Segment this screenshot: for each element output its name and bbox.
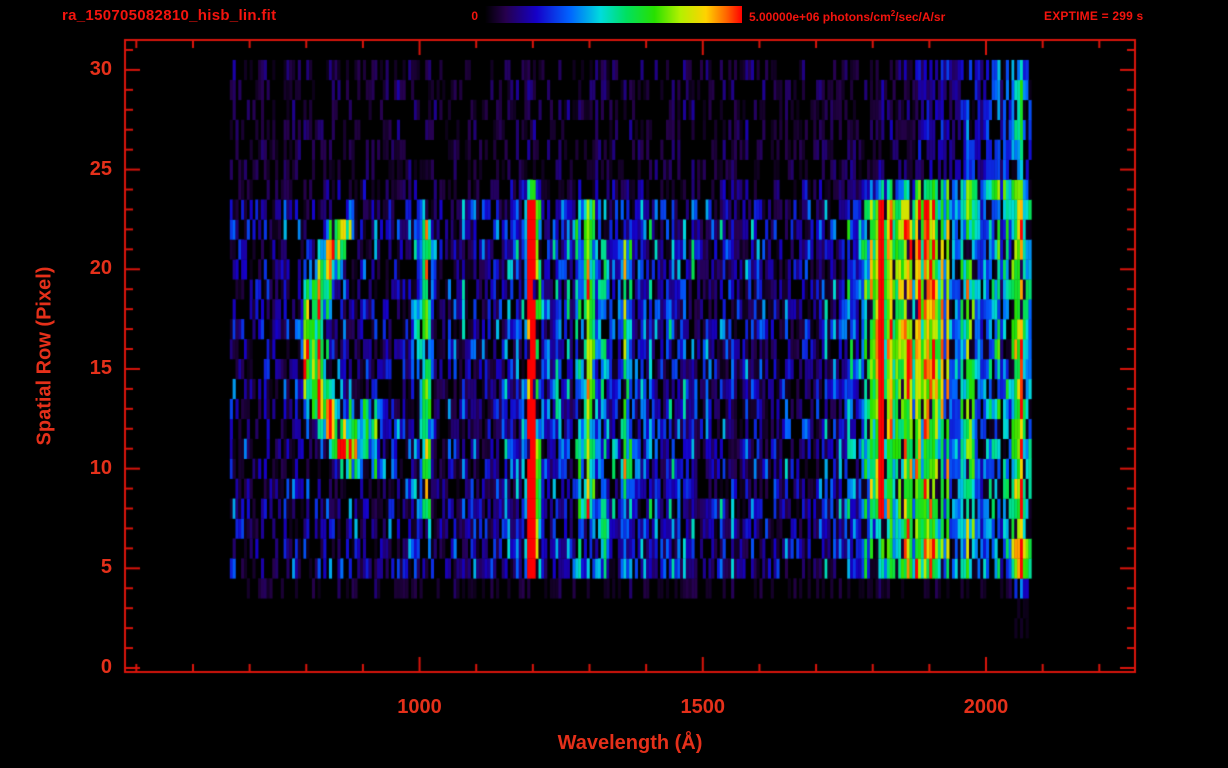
y-tick-label: 30: [89, 57, 112, 80]
y-tick-label: 0: [100, 656, 112, 678]
y-tick-label: 15: [89, 356, 112, 379]
y-tick-label: 10: [89, 456, 112, 479]
y-tick-label: 5: [100, 556, 112, 579]
colorbar-max-label-post: /sec/A/sr: [895, 10, 946, 24]
x-tick-label: 2000: [963, 696, 1009, 718]
exptime-label: EXPTIME = 299 s: [1044, 9, 1144, 23]
colorbar-min-label: 0: [471, 9, 478, 23]
colorbar-max-label: 5.00000e+06 photons/cm2/sec/A/sr: [749, 9, 945, 24]
filename-title: ra_150705082810_hisb_lin.fit: [62, 7, 277, 24]
colorbar-max-label-pre: 5.00000e+06 photons/cm: [749, 10, 891, 24]
colorbar-max-label-sup: 2: [890, 9, 896, 18]
y-tick-label: 20: [89, 257, 112, 280]
colorbar: [485, 6, 742, 23]
x-axis-label: Wavelength (Å): [557, 732, 703, 754]
x-tick-label: 1500: [680, 696, 726, 718]
x-tick-label: 1000: [397, 696, 442, 718]
y-tick-label: 25: [89, 157, 112, 180]
